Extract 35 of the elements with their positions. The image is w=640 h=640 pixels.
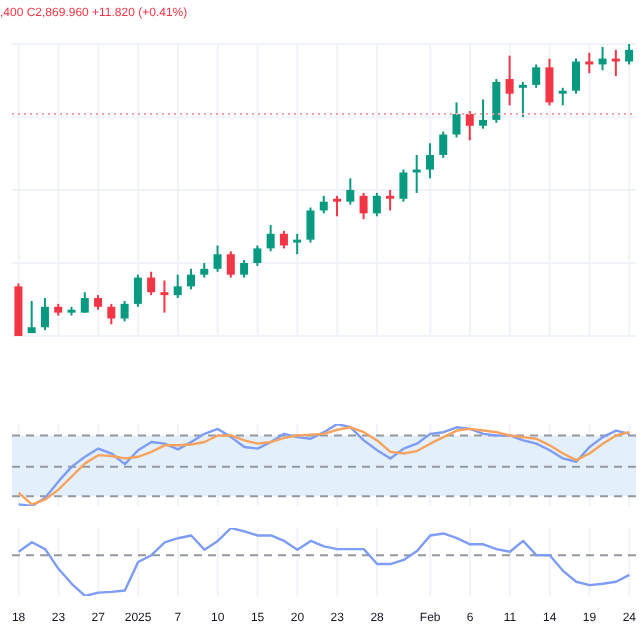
candlestick bbox=[386, 189, 395, 212]
candlestick bbox=[266, 224, 275, 253]
candlestick bbox=[399, 168, 408, 203]
candlestick bbox=[625, 44, 634, 66]
candlestick bbox=[40, 297, 49, 332]
candlestick bbox=[425, 142, 434, 180]
candlestick bbox=[213, 244, 222, 273]
candlestick bbox=[293, 232, 302, 256]
candlestick bbox=[253, 244, 262, 267]
candlestick bbox=[346, 177, 355, 206]
candlestick bbox=[160, 279, 169, 314]
candlestick bbox=[372, 191, 381, 218]
candlestick bbox=[120, 299, 129, 323]
candlestick bbox=[492, 78, 501, 124]
candlestick bbox=[107, 302, 116, 326]
candlestick bbox=[80, 291, 89, 314]
candlestick bbox=[545, 57, 554, 107]
candlestick bbox=[306, 206, 315, 244]
candlestick bbox=[465, 110, 474, 142]
candlestick bbox=[611, 48, 620, 78]
candlestick bbox=[439, 130, 448, 159]
candlestick bbox=[572, 57, 581, 95]
candlestick bbox=[186, 267, 195, 291]
candlestick bbox=[518, 80, 527, 118]
candlestick bbox=[147, 270, 156, 297]
candlestick bbox=[333, 194, 342, 218]
candlestick bbox=[359, 191, 368, 221]
candlestick bbox=[226, 250, 235, 279]
candlestick bbox=[27, 299, 36, 335]
candlestick bbox=[452, 101, 461, 139]
candlestick bbox=[479, 98, 488, 130]
candlestick bbox=[505, 54, 514, 107]
candlestick bbox=[532, 63, 541, 89]
candlestick bbox=[173, 273, 182, 300]
candlestick bbox=[133, 273, 142, 308]
